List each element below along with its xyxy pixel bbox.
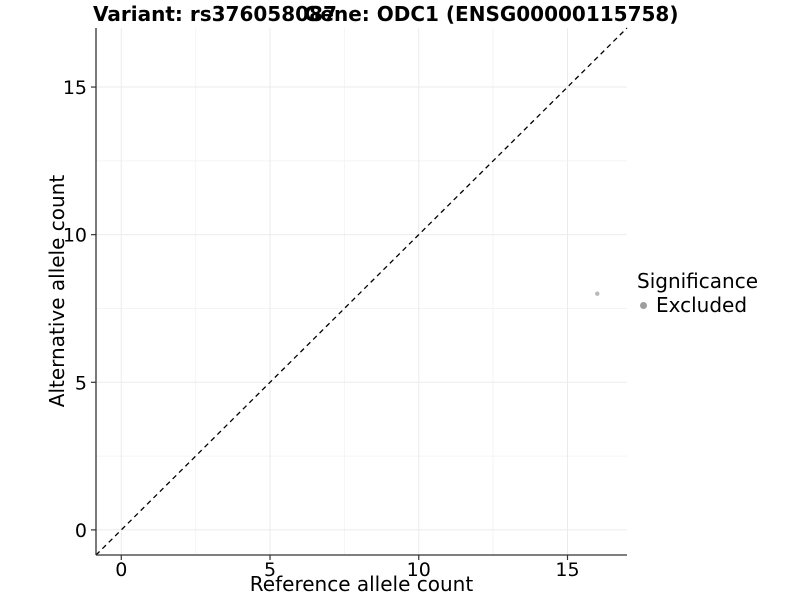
y-tick-label: 5 — [75, 372, 87, 394]
x-axis-title: Reference allele count — [249, 572, 474, 596]
legend: Significance Excluded — [637, 269, 758, 317]
y-tick-label: 0 — [75, 520, 87, 542]
y-tick-label: 15 — [63, 77, 87, 99]
plot-title-variant: Variant: rs376058087 — [93, 2, 337, 26]
legend-title: Significance — [637, 269, 759, 293]
y-axis-title: Alternative allele count — [45, 174, 69, 408]
data-point-excluded — [595, 291, 600, 296]
y-tick-label: 10 — [63, 225, 87, 247]
x-tick-label: 5 — [264, 559, 276, 581]
x-tick-label: 0 — [115, 559, 127, 581]
identity-dashed-line — [95, 27, 628, 556]
x-tick-label: 10 — [407, 559, 431, 581]
legend-entry-excluded: Excluded — [637, 293, 758, 317]
plot-title-gene: Gene: ODC1 (ENSG00000115758) — [304, 2, 679, 26]
legend-key-dot-icon — [640, 301, 647, 309]
legend-entry-label: Excluded — [656, 293, 748, 317]
x-tick-label: 15 — [555, 559, 579, 581]
